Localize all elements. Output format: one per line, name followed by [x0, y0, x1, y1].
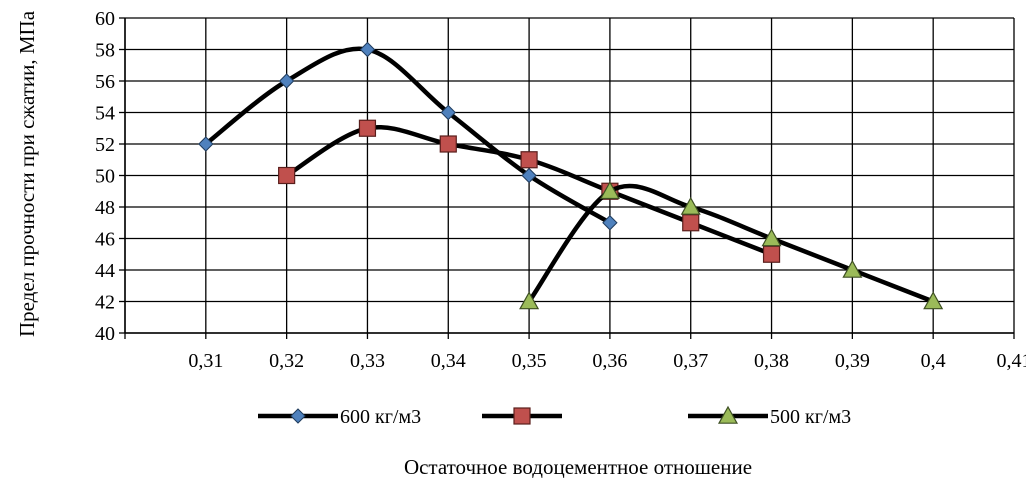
legend-item-2: [482, 407, 562, 425]
legend: 600 кг/м3 500 кг/м3: [258, 405, 851, 428]
y-tick-label: 50: [95, 166, 115, 188]
x-tick-label: 0,39: [835, 350, 870, 372]
legend-marker: [717, 405, 739, 424]
x-tick-label: 0,37: [673, 350, 708, 372]
y-tick-label: 56: [95, 71, 115, 93]
data-point: [762, 245, 781, 263]
y-tick-label: 44: [95, 260, 115, 282]
legend-label: 600 кг/м3: [340, 406, 421, 428]
axes: 40 42 44 46 48 50 52 54 56 58 60 0,31 0,32 0,33 0,34 0,…: [95, 8, 1026, 372]
x-tick-label: 0,35: [512, 350, 547, 372]
series-layer: [198, 41, 944, 310]
x-tick-label: 0,32: [269, 350, 304, 372]
data-point: [198, 136, 214, 152]
y-tick-label: 58: [95, 40, 115, 62]
y-tick-label: 60: [95, 8, 115, 30]
y-tick-label: 52: [95, 134, 115, 156]
data-point: [520, 151, 538, 169]
x-tick-label: 0,33: [350, 350, 385, 372]
data-point: [521, 167, 537, 184]
legend-label: 500 кг/м3: [770, 406, 851, 428]
data-point: [278, 166, 296, 185]
x-tick-label: 0,4: [921, 350, 946, 372]
x-tick-label: 0,38: [754, 350, 789, 372]
y-tick-label: 46: [95, 229, 115, 251]
series-line: [526, 183, 936, 304]
series-1: [198, 41, 618, 231]
data-point: [359, 41, 376, 58]
data-point: [602, 215, 618, 231]
data-point: [761, 228, 782, 247]
y-tick-label: 40: [95, 323, 115, 345]
x-tick-label: 0,34: [431, 350, 466, 372]
y-tick-label: 48: [95, 197, 115, 219]
x-axis-title: Остаточное водоцементное отношение: [404, 455, 752, 479]
series-line: [203, 46, 613, 225]
legend-marker: [513, 407, 531, 425]
legend-item-3: 500 кг/м3: [688, 405, 851, 428]
data-point: [682, 214, 700, 232]
data-point: [842, 259, 863, 278]
data-point: [680, 196, 701, 215]
y-tick-label: 54: [95, 103, 115, 125]
data-point: [439, 135, 457, 153]
legend-marker: [290, 408, 306, 424]
y-tick-label: 42: [95, 292, 115, 314]
data-point: [440, 104, 456, 121]
x-tick-label: 0,41: [997, 350, 1026, 372]
data-point: [923, 291, 944, 310]
x-tick-label: 0,36: [592, 350, 627, 372]
series-3: [519, 181, 944, 310]
data-point: [519, 291, 540, 310]
x-tick-label: 0,31: [188, 350, 223, 372]
data-point: [358, 119, 377, 137]
y-axis-title: Предел прочности при сжатии, МПа: [15, 10, 39, 337]
data-point: [599, 181, 620, 200]
legend-item-1: 600 кг/м3: [258, 406, 421, 428]
data-point: [278, 73, 295, 89]
